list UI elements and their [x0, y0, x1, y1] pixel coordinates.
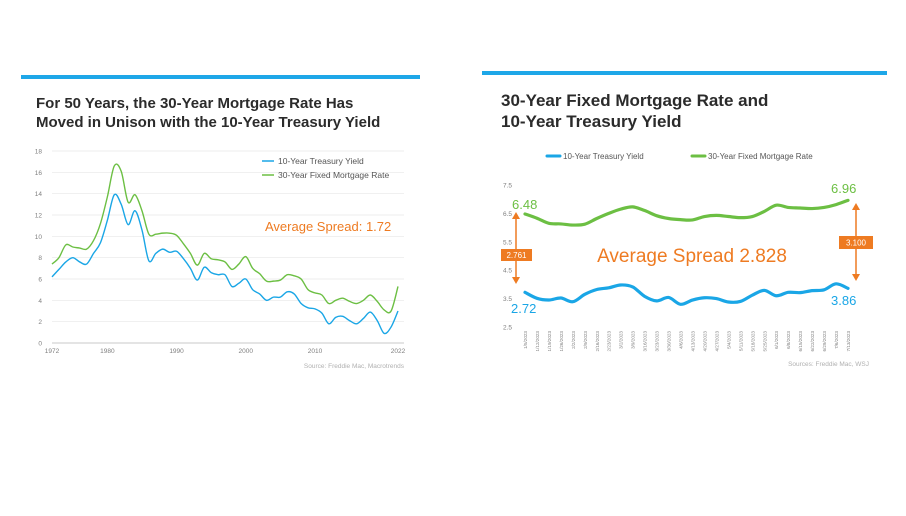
left-x-tick-label: 2000: [239, 348, 254, 355]
left-x-tick-label: 2010: [308, 348, 323, 355]
left-y-tick-label: 0: [38, 341, 42, 348]
right-title-line2: 10-Year Treasury Yield: [501, 112, 682, 132]
left-x-tick-label: 1980: [100, 348, 115, 355]
legend-label-treasury: 10-Year Treasury Yield: [278, 156, 364, 166]
left-chart-panel: For 50 Years, the 30-Year Mortgage Rate …: [21, 75, 420, 371]
left-y-tick-label: 12: [35, 213, 43, 220]
left-y-tick-label: 8: [38, 255, 42, 262]
left-average-spread-annotation: Average Spread: 1.72: [265, 219, 391, 234]
left-accent-bar: [21, 75, 420, 79]
left-y-tick-label: 16: [35, 170, 43, 177]
left-title-line1: For 50 Years, the 30-Year Mortgage Rate …: [36, 95, 354, 112]
right-accent-bar: [482, 71, 887, 75]
left-source-note: Source: Freddie Mac, Macrotrends: [304, 363, 405, 370]
left-series-mortgage-line: [51, 163, 399, 314]
left-x-tick-label: 1990: [169, 348, 184, 355]
left-title-line2: Moved in Unison with the 10-Year Treasur…: [36, 113, 381, 131]
right-chart-title: 30-Year Fixed Mortgage Rate and 10-Year …: [501, 90, 768, 133]
left-y-tick-label: 4: [38, 298, 42, 305]
left-line-chart: 0 2 4 6 8 10 12 14 16 18 1972 1980 1990 2000 2010 2022…: [35, 149, 406, 371]
left-legend: 10-Year Treasury Yield 30-Year Fixed Mor…: [262, 156, 389, 180]
left-y-tick-label: 2: [38, 319, 42, 326]
left-y-tick-label: 6: [38, 277, 42, 284]
left-x-tick-label: 1972: [45, 348, 60, 355]
left-y-tick-label: 14: [35, 191, 43, 198]
right-chart-panel: 30-Year Fixed Mortgage Rate and 10-Year …: [453, 0, 906, 516]
left-y-tick-label: 10: [35, 234, 43, 241]
left-chart-title: For 50 Years, the 30-Year Mortgage Rate …: [36, 95, 380, 133]
legend-label-mortgage: 30-Year Fixed Mortgage Rate: [278, 170, 389, 180]
left-series-treasury-line: [51, 193, 399, 335]
left-y-tick-label: 18: [35, 149, 43, 156]
left-x-tick-label: 2022: [391, 348, 406, 355]
right-title-line1: 30-Year Fixed Mortgage Rate and: [501, 91, 769, 110]
